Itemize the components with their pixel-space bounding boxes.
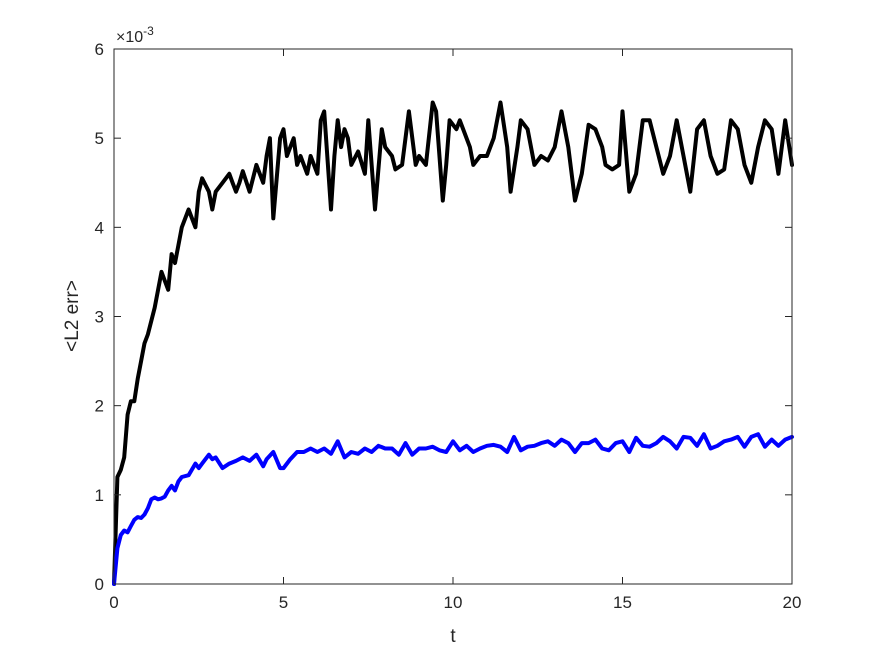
x-tick-label: 20 [783,593,802,612]
x-tick-label: 10 [444,593,463,612]
x-tick-label: 5 [279,593,288,612]
x-tick-label: 15 [613,593,632,612]
plot-area [114,49,792,584]
x-tick-label: 0 [109,593,118,612]
y-tick-label: 5 [95,129,104,148]
y-tick-label: 4 [95,218,104,237]
y-exponent-label: ×10-3 [116,24,154,46]
y-exponent-power: -3 [143,24,154,38]
y-axis-label: <L2 err> [62,280,83,352]
series-line-2 [112,432,794,586]
y-tick-label: 6 [95,40,104,59]
y-tick-label: 2 [95,397,104,416]
y-tick-label: 3 [95,308,104,327]
y-tick-label: 1 [95,486,104,505]
y-exponent-base: ×10 [116,29,143,46]
x-axis-label: t [450,626,456,647]
y-tick-label: 0 [95,575,104,594]
series-line-1 [112,100,794,586]
series-layer [112,100,794,586]
ticks-layer: 0 5 10 15 20 0 1 2 3 4 5 6 [95,40,802,612]
